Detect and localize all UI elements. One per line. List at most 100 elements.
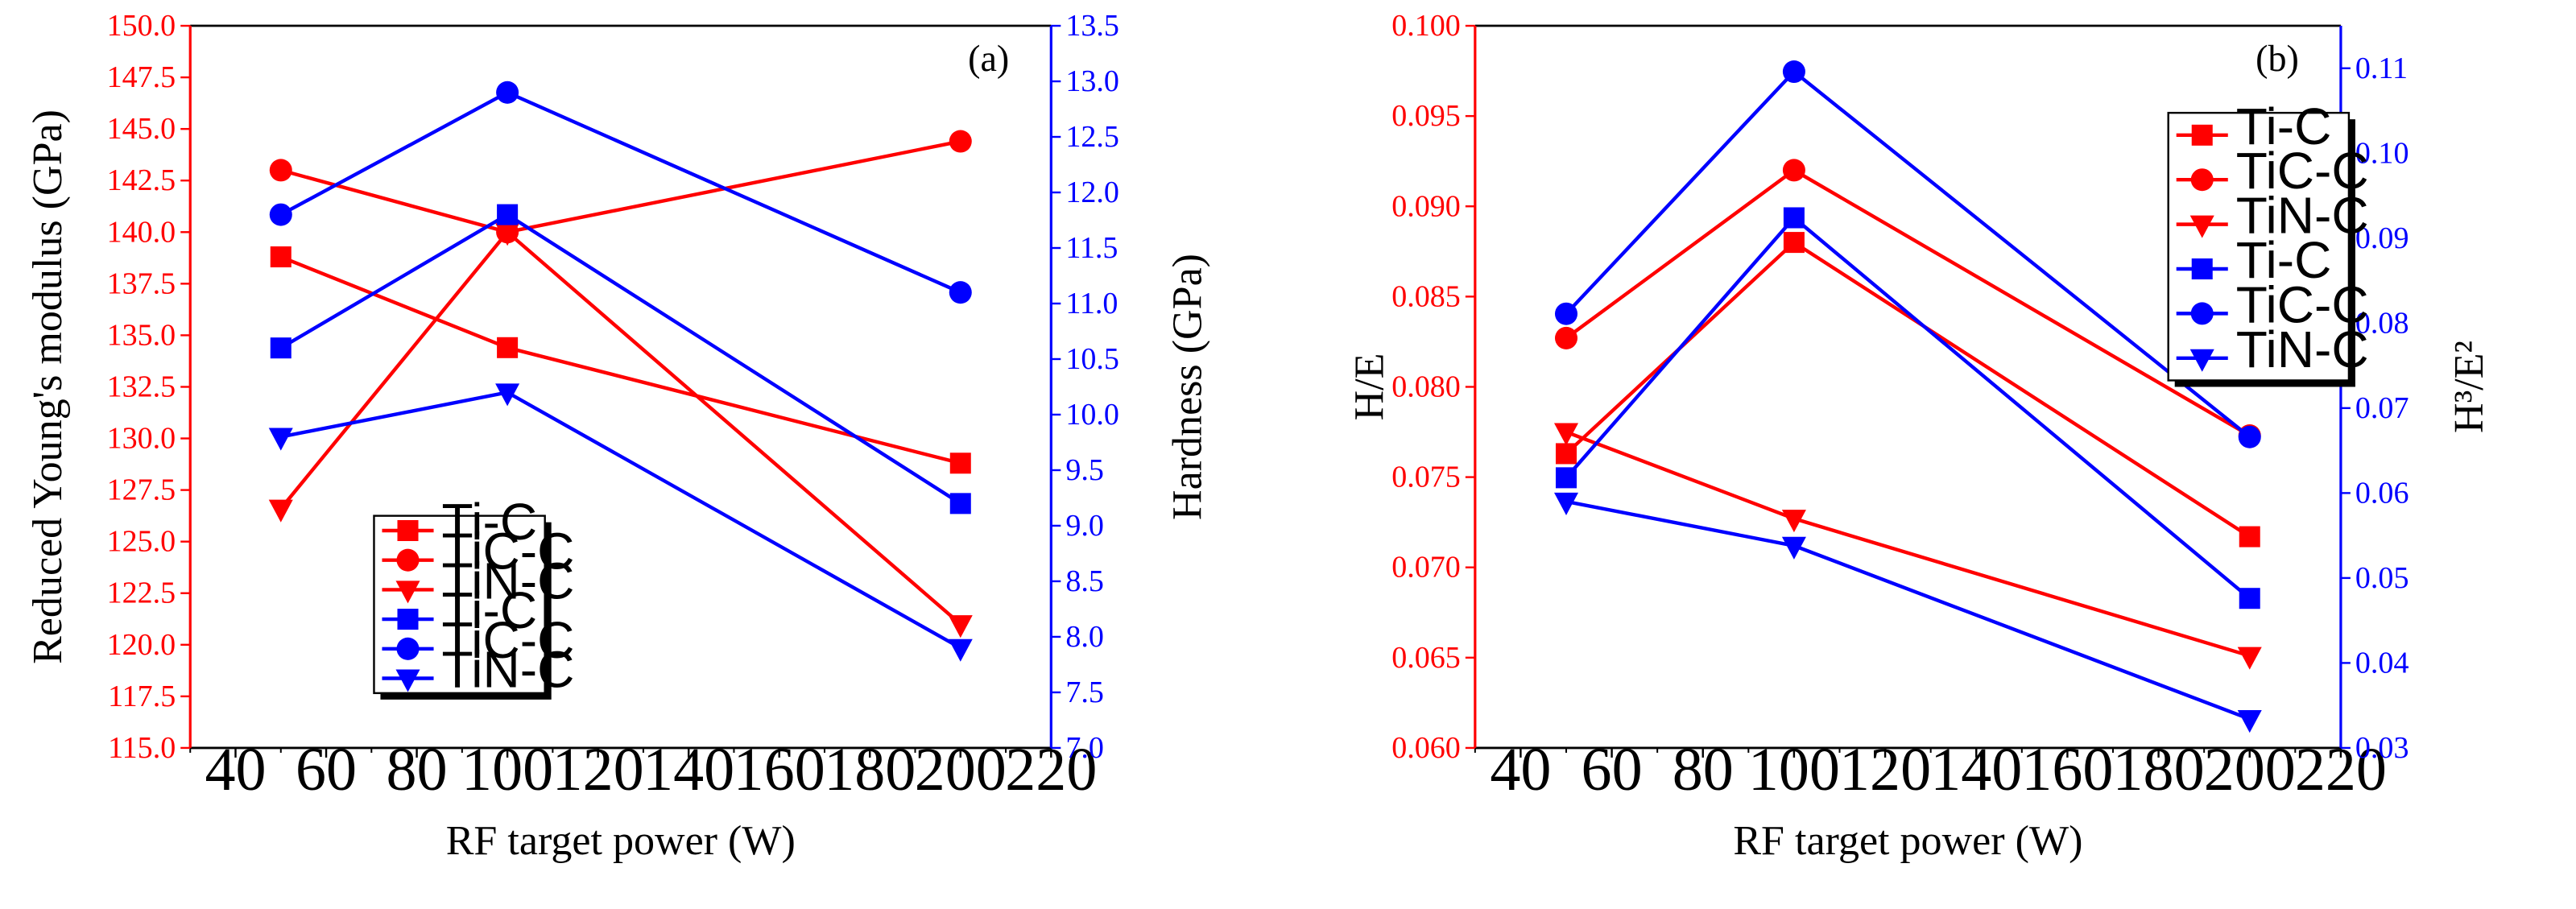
x-tick-label: 40 xyxy=(205,736,266,804)
data-point xyxy=(949,452,971,474)
legend-item: TiC-C xyxy=(2176,275,2369,333)
panel-label: (b) xyxy=(2256,38,2299,79)
legend-label: Ti-C xyxy=(442,581,538,639)
legend-marker xyxy=(397,519,419,542)
legend-item: Ti-C xyxy=(382,581,537,639)
y-left-tick-label: 0.075 xyxy=(1391,461,1461,494)
data-point xyxy=(269,203,292,226)
series-right-ti-c xyxy=(1555,207,2260,609)
y-right-tick-label: 13.0 xyxy=(1065,64,1119,98)
y-right-tick-label: 0.06 xyxy=(2355,476,2409,510)
y-left-tick-label: 140.0 xyxy=(107,215,176,249)
data-point xyxy=(1782,159,1805,182)
legend-marker xyxy=(2190,302,2214,325)
y-left-tick-label: 137.5 xyxy=(107,267,176,300)
x-tick-label: 80 xyxy=(1673,736,1734,804)
y-right-tick-label: 0.08 xyxy=(2355,306,2409,340)
series-left-tic-c xyxy=(1554,159,2261,448)
y-right-tick-label: 7.0 xyxy=(1065,731,1104,765)
chart-panel-b: 40 60 80 100 120 140 160 180 200 2200.0600.0650.0… xyxy=(1347,9,2492,864)
series-right-tic-c xyxy=(269,81,972,304)
y-left-tick-label: 0.080 xyxy=(1391,370,1461,403)
data-point xyxy=(948,638,973,662)
series-right-tin-c xyxy=(268,383,973,662)
data-point xyxy=(949,493,971,514)
data-point xyxy=(2239,526,2260,547)
legend-marker xyxy=(395,669,420,692)
y-axis-left-title: H/E xyxy=(1347,353,1393,421)
series-line xyxy=(1565,430,2251,658)
y-left-tick-label: 0.095 xyxy=(1391,99,1461,133)
legend-label: Ti-C xyxy=(2236,231,2332,289)
legend-item: Ti-C xyxy=(382,493,537,551)
data-point xyxy=(949,130,972,153)
legend-box xyxy=(2167,111,2351,382)
data-point xyxy=(269,159,292,182)
data-point xyxy=(1555,443,1577,465)
y-left-tick-label: 130.0 xyxy=(107,422,176,456)
y-left-tick-label: 115.0 xyxy=(108,731,176,765)
y-right-tick-label: 9.0 xyxy=(1065,509,1104,543)
legend-label: TiN-C xyxy=(2236,187,2369,245)
legend-label: TiN-C xyxy=(442,552,575,609)
series-line xyxy=(279,90,961,295)
legend-item: TiC-C xyxy=(382,611,574,669)
legend-marker xyxy=(2189,215,2214,238)
legend-item: TiN-C xyxy=(382,552,574,609)
legend-marker xyxy=(2191,124,2213,146)
series-right-tic-c xyxy=(1554,60,2261,448)
legend-marker xyxy=(2190,168,2214,192)
y-right-tick-label: 8.0 xyxy=(1065,620,1104,654)
series-line xyxy=(1565,240,2251,539)
data-point xyxy=(497,337,519,358)
y-left-tick-label: 142.5 xyxy=(107,163,176,197)
y-left-tick-label: 127.5 xyxy=(107,473,176,507)
y-left-tick-label: 132.5 xyxy=(107,370,176,403)
x-tick-label: 160 xyxy=(2021,736,2113,804)
y-left-tick-label: 0.085 xyxy=(1391,279,1461,313)
x-tick-label: 80 xyxy=(387,736,448,804)
data-point xyxy=(1554,326,1578,349)
x-tick-label: 140 xyxy=(643,736,734,804)
legend-marker xyxy=(2191,258,2213,280)
data-point xyxy=(1783,232,1805,254)
series-left-ti-c xyxy=(270,246,971,474)
series-left-tin-c xyxy=(268,223,973,638)
x-tick-label: 200 xyxy=(2204,736,2296,804)
x-tick-label: 60 xyxy=(296,736,357,804)
legend-label: TiC-C xyxy=(2236,275,2369,333)
data-point xyxy=(270,337,292,359)
y-left-tick-label: 0.090 xyxy=(1391,189,1461,223)
y-right-tick-label: 0.05 xyxy=(2355,561,2409,595)
x-axis-title: RF target power (W) xyxy=(1733,818,2082,864)
x-tick-label: 200 xyxy=(915,736,1007,804)
data-point xyxy=(1782,60,1805,84)
y-left-tick-label: 0.060 xyxy=(1391,731,1461,765)
series-line xyxy=(1565,215,2251,600)
legend-label: TiC-C xyxy=(2236,142,2369,200)
legend-label: TiN-C xyxy=(442,641,575,699)
series-line xyxy=(1565,499,2251,721)
data-point xyxy=(495,223,520,246)
legend-item: TiN-C xyxy=(2176,320,2369,378)
y-right-tick-label: 8.5 xyxy=(1065,564,1104,598)
data-point xyxy=(268,499,293,523)
y-right-tick-label: 10.0 xyxy=(1065,398,1119,432)
x-tick-label: 220 xyxy=(1005,736,1097,804)
y-left-tick-label: 125.0 xyxy=(107,525,176,559)
series-left-ti-c xyxy=(1555,232,2260,547)
legend-box xyxy=(373,514,546,695)
x-tick-label: 60 xyxy=(1582,736,1643,804)
y-right-tick-label: 12.0 xyxy=(1065,176,1119,209)
legend-marker xyxy=(2189,349,2214,372)
y-right-tick-label: 9.5 xyxy=(1065,453,1104,487)
y-left-tick-label: 150.0 xyxy=(107,9,176,43)
y-left-tick-label: 0.070 xyxy=(1391,551,1461,585)
data-point xyxy=(2239,588,2260,609)
legend-item: TiC-C xyxy=(2176,142,2369,200)
y-right-tick-label: 0.04 xyxy=(2355,646,2409,680)
data-point xyxy=(497,204,519,225)
